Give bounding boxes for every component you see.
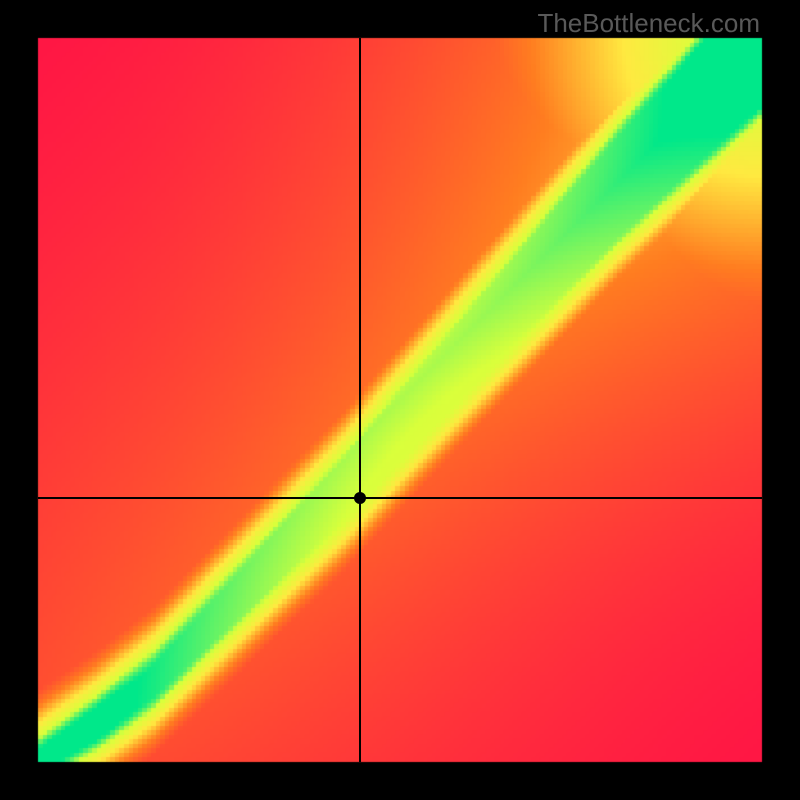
chart-container: TheBottleneck.com — [0, 0, 800, 800]
bottleneck-heatmap — [0, 0, 800, 800]
